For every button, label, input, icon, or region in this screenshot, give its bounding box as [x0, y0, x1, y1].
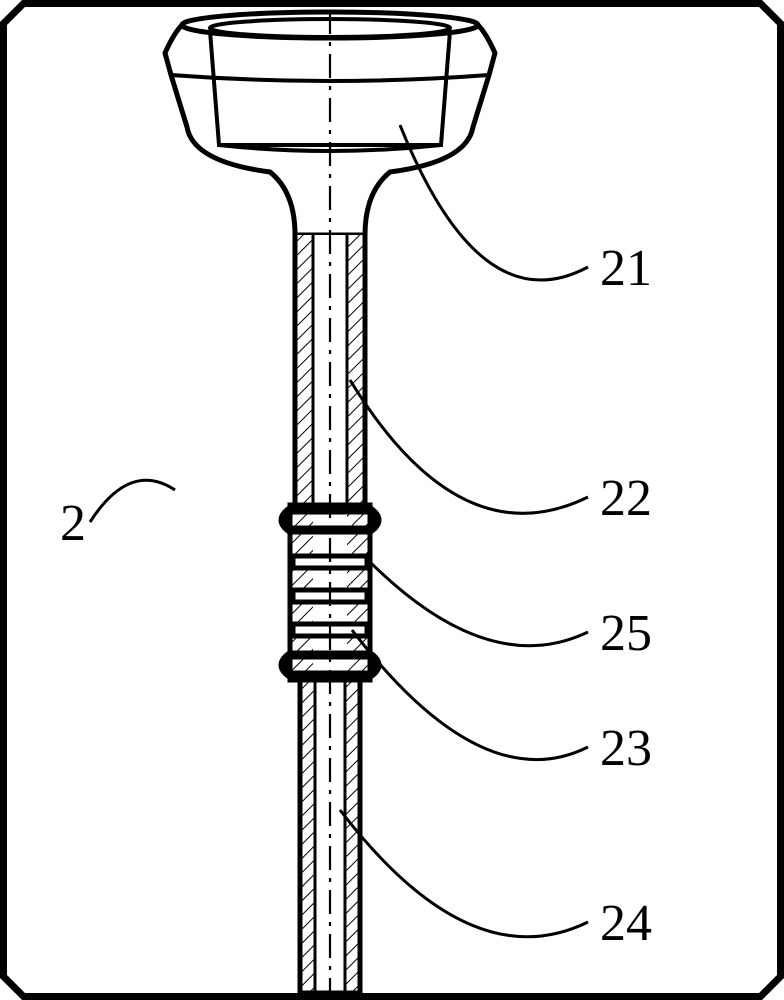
lead-line — [352, 630, 588, 760]
lead-line — [340, 810, 588, 937]
upper-stem-hatch-l — [295, 235, 313, 505]
lead-line — [350, 380, 588, 513]
lead-line — [368, 560, 588, 646]
label-l24: 24 — [600, 895, 652, 952]
label-l22: 22 — [600, 470, 652, 527]
label-l21: 21 — [600, 240, 652, 297]
technical-drawing: 21 22 25 23 24 2 — [0, 0, 784, 1000]
label-l2: 2 — [60, 495, 86, 552]
label-l23: 23 — [600, 720, 652, 777]
upper-stem-hatch-r — [347, 235, 365, 505]
lead-line-2 — [90, 480, 175, 522]
label-l25: 25 — [600, 605, 652, 662]
